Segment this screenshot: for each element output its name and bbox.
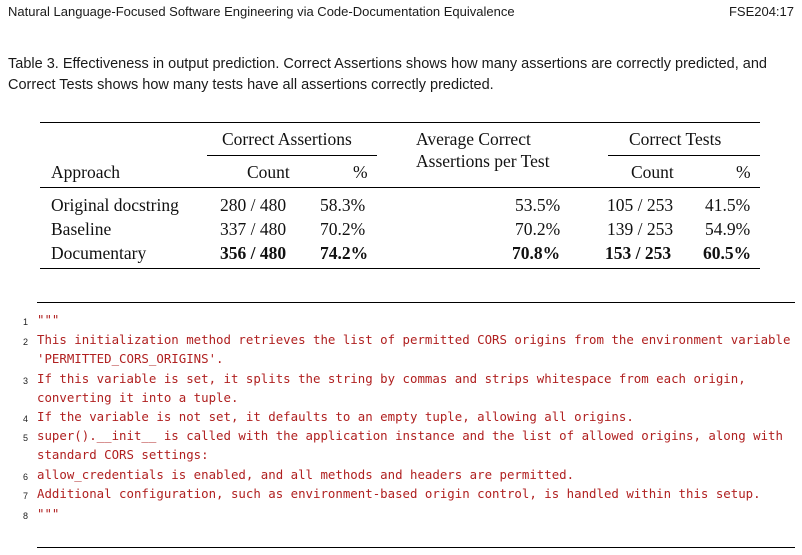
row-pct-assertions: 74.2%: [320, 243, 369, 263]
line-number: 2: [22, 337, 28, 347]
col-approach: Approach: [51, 162, 121, 182]
code-line: 6 allow_credentials is enabled, and all …: [23, 465, 795, 484]
line-number: 4: [22, 414, 28, 424]
line-number: 1: [22, 317, 28, 327]
row-pct-tests: 60.5%: [703, 243, 752, 263]
header-correct-assertions: Correct Assertions: [222, 129, 352, 149]
page-reference: FSE204:17: [728, 4, 794, 19]
correct-tests-rule: [608, 155, 760, 156]
row-average: 70.8%: [512, 243, 561, 263]
table-top-rule: [40, 122, 760, 123]
header-correct-tests: Correct Tests: [629, 129, 722, 149]
row-count-tests: 153 / 253: [605, 243, 672, 263]
row-pct-tests: 41.5%: [705, 195, 751, 215]
line-number: 7: [22, 491, 28, 501]
code-text: If the variable is not set, it defaults …: [37, 409, 634, 424]
row-count-assertions: 280 / 480: [220, 195, 287, 215]
code-line: 4 If the variable is not set, it default…: [23, 407, 795, 426]
col-pct-tests: %: [736, 162, 751, 182]
code-text: allow_credentials is enabled, and all me…: [37, 467, 575, 482]
paper-title: Natural Language-Focused Software Engine…: [8, 4, 515, 19]
table-mid-rule: [40, 187, 760, 188]
line-number: 6: [22, 472, 28, 482]
row-approach: Original docstring: [51, 195, 179, 215]
code-line: 2 This initialization method retrieves t…: [23, 330, 798, 368]
table-bottom-rule: [40, 268, 760, 269]
listing-top-rule: [37, 302, 795, 303]
code-text: If this variable is set, it splits the s…: [37, 371, 754, 405]
row-count-assertions: 356 / 480: [220, 243, 287, 263]
code-line: 5 super().__init__ is called with the ap…: [23, 426, 795, 464]
row-count-tests: 139 / 253: [607, 219, 674, 239]
running-header: Natural Language-Focused Software Engine…: [8, 4, 794, 22]
code-text: """: [37, 312, 60, 327]
row-approach: Documentary: [51, 243, 147, 263]
code-line: 3 If this variable is set, it splits the…: [23, 369, 795, 407]
header-average-line2: Assertions per Test: [416, 151, 550, 171]
row-count-assertions: 337 / 480: [220, 219, 287, 239]
col-count-tests: Count: [631, 162, 674, 182]
table-caption: Table 3. Effectiveness in output predict…: [8, 56, 767, 93]
code-line: 7 Additional configuration, such as envi…: [23, 484, 795, 503]
code-text: super().__init__ is called with the appl…: [37, 428, 791, 462]
code-text: This initialization method retrieves the…: [37, 332, 798, 366]
row-pct-tests: 54.9%: [705, 219, 751, 239]
row-average: 70.2%: [515, 219, 561, 239]
line-number: 5: [22, 433, 28, 443]
row-approach: Baseline: [51, 219, 112, 239]
line-number: 8: [22, 511, 28, 521]
row-pct-assertions: 58.3%: [320, 195, 366, 215]
line-number: 3: [22, 376, 28, 386]
code-text: """: [37, 506, 60, 521]
code-line: 1 """: [23, 310, 795, 329]
code-text: Additional configuration, such as enviro…: [37, 486, 761, 501]
col-count-assertions: Count: [247, 162, 290, 182]
correct-assertions-rule: [207, 155, 377, 156]
listing-bottom-rule: [37, 547, 795, 548]
row-count-tests: 105 / 253: [607, 195, 674, 215]
row-pct-assertions: 70.2%: [320, 219, 366, 239]
col-pct-assertions: %: [353, 162, 368, 182]
row-average: 53.5%: [515, 195, 561, 215]
code-line: 8 """: [23, 504, 795, 523]
header-average-line1: Average Correct: [416, 129, 531, 149]
